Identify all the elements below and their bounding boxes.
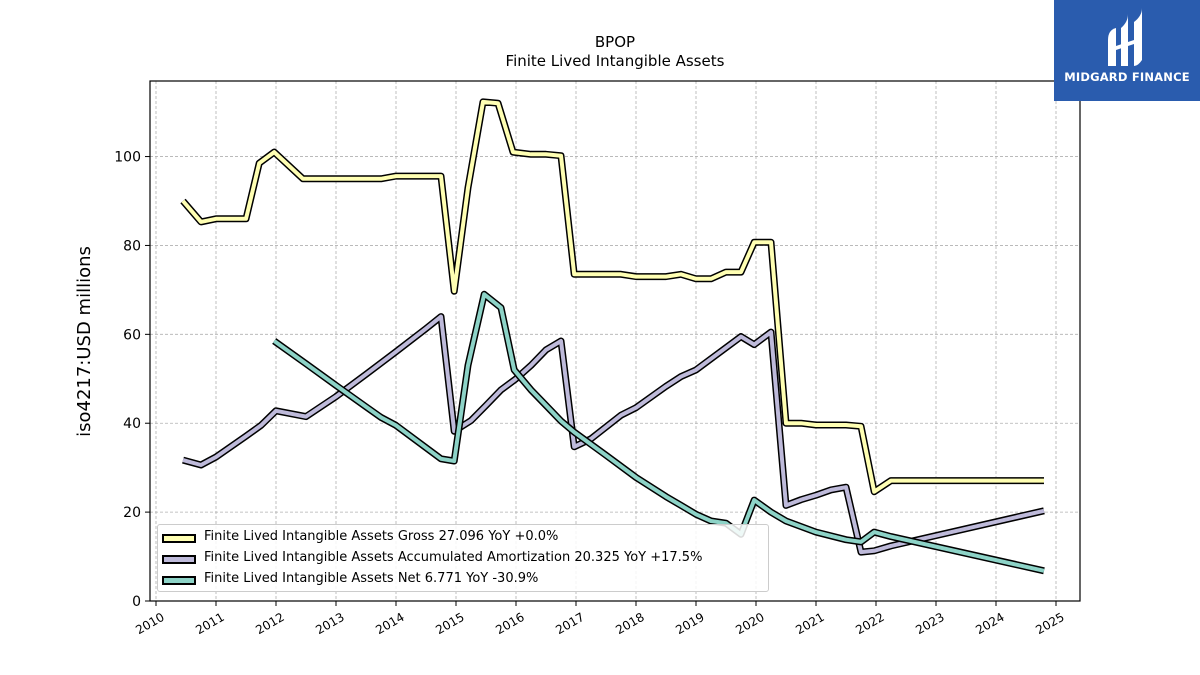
x-tick-label: 2016 [493, 610, 526, 637]
series-gross-outline [180, 98, 1044, 496]
grid-lines [150, 81, 1080, 602]
x-tick-label: 2011 [193, 610, 226, 637]
x-tick-label: 2022 [853, 610, 886, 637]
x-tick-label: 2015 [433, 610, 466, 637]
x-tick-label: 2024 [973, 610, 1006, 637]
x-tick-label: 2023 [913, 610, 946, 637]
chart-subtitle: Finite Lived Intangible Assets [505, 52, 725, 70]
legend-swatch-net [162, 575, 196, 585]
series-gross [180, 98, 1044, 496]
legend-swatch-amortization [162, 554, 196, 564]
y-tick-label: 80 [123, 238, 141, 254]
y-tick-label: 100 [114, 150, 141, 166]
x-tick-label: 2025 [1033, 610, 1066, 637]
legend-label-net: Finite Lived Intangible Assets Net 6.771… [204, 571, 539, 586]
logo-mark-icon [1108, 8, 1142, 66]
x-tick-label: 2020 [733, 610, 766, 637]
x-tick-label: 2017 [553, 610, 586, 637]
series-amortization-outline [182, 313, 1045, 556]
x-tick-label: 2014 [373, 610, 406, 637]
chart-legend: Finite Lived Intangible Assets Gross 27.… [157, 524, 769, 592]
legend-swatch-gross [162, 533, 196, 543]
x-tick-label: 2021 [793, 610, 826, 637]
plot-frame [149, 80, 1081, 602]
y-tick-label: 40 [123, 416, 141, 432]
y-tick-label: 20 [123, 505, 141, 521]
y-axis-title: iso4217:USD millions [73, 245, 95, 437]
series-amortization-line [182, 314, 1045, 555]
x-tick-label: 2013 [313, 610, 346, 637]
legend-label-amortization: Finite Lived Intangible Assets Accumulat… [204, 550, 703, 565]
chart-title: BPOP [594, 33, 636, 51]
legend-label-gross: Finite Lived Intangible Assets Gross 27.… [204, 529, 559, 544]
series-net-line [273, 292, 1045, 573]
x-tick-label: 2019 [673, 610, 706, 637]
x-tick-label: 2010 [133, 610, 166, 637]
brand-logo: MIDGARD FINANCE [1054, 0, 1200, 101]
y-tick-label: 0 [132, 594, 141, 610]
logo-text: MIDGARD FINANCE [1064, 70, 1190, 84]
x-tick-label: 2018 [613, 610, 646, 637]
x-tick-label: 2012 [253, 610, 286, 637]
series-net [272, 290, 1045, 575]
series-amortization [182, 313, 1045, 556]
series-gross-line [181, 99, 1044, 494]
y-tick-label: 60 [123, 327, 141, 343]
series-lines [180, 98, 1045, 575]
